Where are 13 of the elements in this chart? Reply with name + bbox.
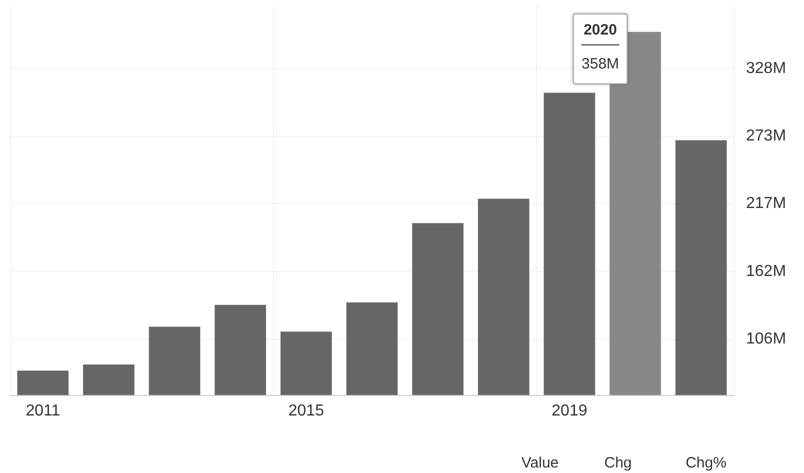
text: Chg% [686, 454, 726, 472]
y-tick-label: 273M [746, 128, 786, 145]
annotation: 2020 [584, 21, 617, 38]
x-tick-label: 2011 [26, 402, 60, 420]
y-tick-label: 328M [746, 60, 786, 77]
y-tick-label: 217M [746, 195, 786, 212]
data-label: 358M [582, 55, 620, 72]
x-tick-label: 2015 [288, 402, 324, 420]
y-tick-label: 162M [746, 262, 786, 280]
y-tick-label: 106M [746, 330, 786, 348]
text: Chg [604, 454, 632, 472]
x-tick-label: 2019 [552, 402, 588, 420]
text: Value [521, 454, 559, 472]
